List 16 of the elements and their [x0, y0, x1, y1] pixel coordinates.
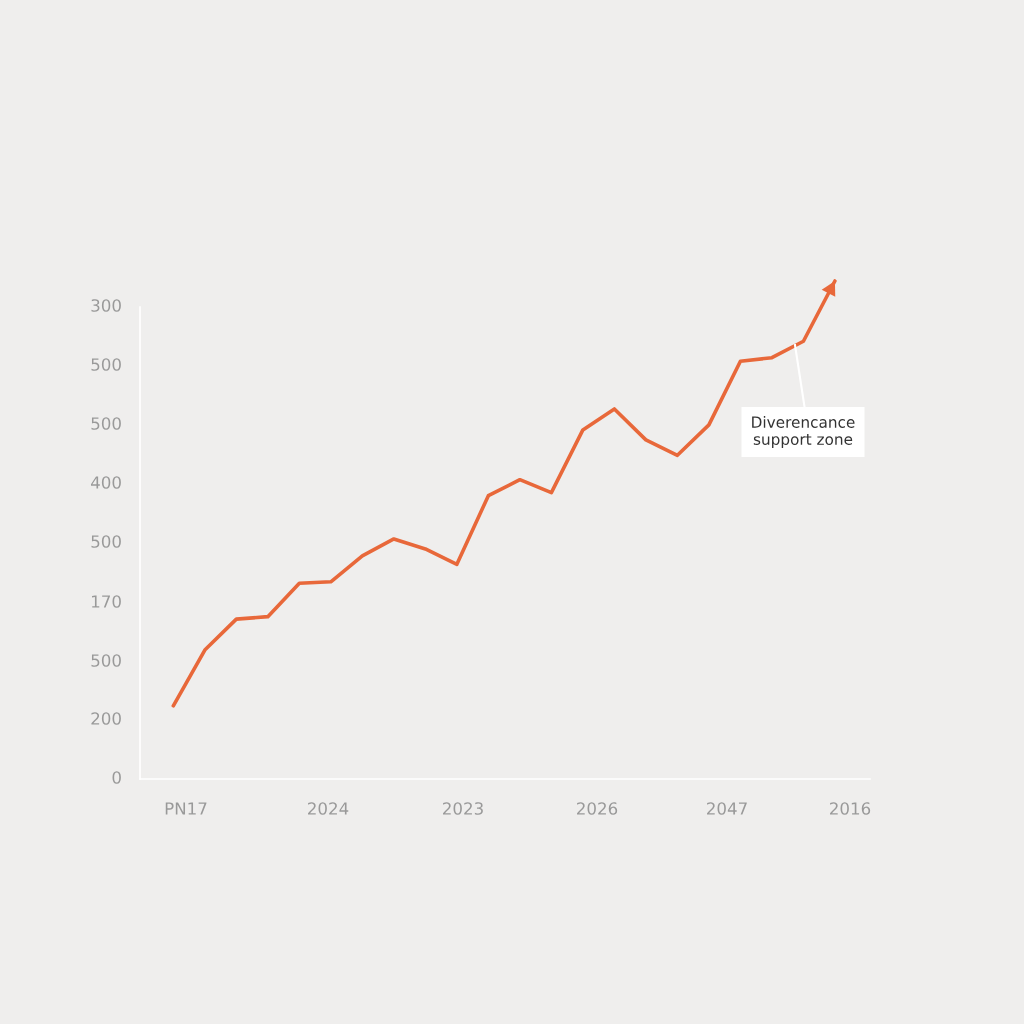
text: 2016: [830, 802, 871, 815]
text: 300: [91, 299, 121, 312]
text: 200: [91, 712, 121, 725]
text: 2026: [577, 802, 618, 815]
text: 170: [92, 595, 121, 608]
text: 2024: [308, 802, 349, 815]
text: PN17: [165, 802, 207, 815]
text: 500: [91, 417, 121, 430]
text: 2023: [443, 802, 483, 815]
text: 0: [112, 771, 121, 784]
text: 2047: [707, 802, 747, 815]
text: 500: [91, 358, 121, 371]
text: 400: [91, 476, 121, 489]
text: 500: [91, 535, 121, 548]
text: 500: [91, 654, 121, 667]
annotation: Diverencance support zone: [752, 416, 855, 448]
